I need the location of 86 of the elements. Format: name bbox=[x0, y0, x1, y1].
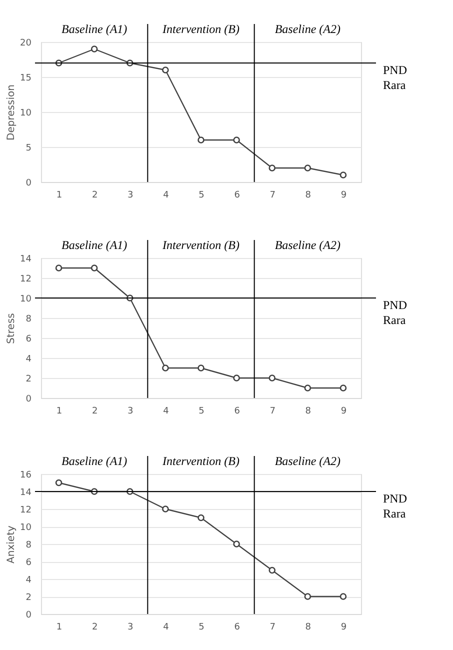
point bbox=[55, 479, 62, 486]
point bbox=[90, 264, 98, 272]
text: Baseline (A2) bbox=[274, 238, 340, 252]
x-tick-label: 7 bbox=[270, 406, 276, 416]
text: Baseline (A2) bbox=[274, 22, 340, 36]
x-tick-label: 3 bbox=[128, 622, 134, 632]
y-tick-label: 14 bbox=[20, 254, 32, 264]
x-tick-label: 4 bbox=[163, 406, 170, 416]
y-tick-label: 6 bbox=[26, 334, 32, 344]
x-tick-label: 9 bbox=[340, 190, 347, 200]
point bbox=[304, 164, 312, 172]
ref-line-label: PND Rara bbox=[383, 63, 408, 92]
y-tick-label: 6 bbox=[26, 558, 32, 568]
text: Baseline (A2) bbox=[274, 454, 340, 468]
y-axis-title: Anxiety bbox=[6, 525, 18, 564]
text: Baseline (A1) bbox=[62, 238, 128, 252]
x-tick-label: 8 bbox=[305, 190, 312, 200]
y-tick-label: 4 bbox=[26, 576, 32, 586]
point bbox=[233, 540, 240, 548]
point bbox=[162, 66, 169, 74]
y-tick-label: 2 bbox=[26, 593, 32, 603]
y-tick-label: 10 bbox=[20, 294, 32, 304]
y-axis-title: Depression bbox=[6, 84, 18, 140]
y-axis-title: Stress bbox=[6, 313, 18, 344]
x-tick-label: 5 bbox=[198, 622, 204, 632]
point bbox=[340, 384, 347, 392]
x-tick-label: 1 bbox=[56, 190, 62, 200]
y-tick-label: 14 bbox=[20, 488, 32, 498]
y-tick-label: 0 bbox=[26, 610, 32, 620]
point bbox=[304, 593, 312, 600]
point bbox=[268, 566, 276, 574]
point bbox=[340, 172, 347, 178]
ref-line-label: PND Rara bbox=[383, 298, 408, 327]
y-tick-label: 0 bbox=[26, 178, 32, 188]
x-tick-label: 5 bbox=[198, 406, 204, 416]
point bbox=[268, 164, 276, 172]
x-tick-label: 8 bbox=[305, 622, 312, 632]
y-tick-label: 8 bbox=[26, 314, 32, 324]
point bbox=[340, 593, 347, 600]
y-tick-label: 0 bbox=[26, 394, 32, 404]
x-tick-label: 3 bbox=[128, 406, 134, 416]
point bbox=[198, 514, 204, 522]
y-tick-label: 16 bbox=[20, 470, 32, 480]
x-tick-label: 9 bbox=[340, 406, 347, 416]
x-tick-label: 4 bbox=[163, 622, 170, 632]
point bbox=[268, 374, 276, 382]
x-tick-label: 7 bbox=[270, 190, 276, 200]
x-tick-label: 6 bbox=[234, 190, 240, 200]
point bbox=[55, 264, 62, 272]
x-tick-label: 2 bbox=[92, 622, 98, 632]
ref-line-label: PND Rara bbox=[383, 492, 408, 520]
x-tick-label: 5 bbox=[198, 190, 204, 200]
x-tick-label: 8 bbox=[305, 406, 312, 416]
x-tick-label: 7 bbox=[270, 622, 276, 632]
x-tick-label: 1 bbox=[56, 406, 62, 416]
text: Intervention (B) bbox=[162, 454, 240, 468]
text: Baseline (A1) bbox=[62, 22, 128, 36]
point bbox=[233, 136, 240, 144]
x-tick-label: 2 bbox=[92, 406, 98, 416]
x-tick-label: 4 bbox=[163, 190, 170, 200]
point bbox=[198, 364, 204, 372]
y-tick-label: 15 bbox=[20, 74, 32, 84]
y-tick-label: 8 bbox=[26, 540, 32, 550]
text: Baseline (A1) bbox=[62, 454, 128, 468]
y-tick-label: 10 bbox=[20, 108, 32, 118]
x-tick-label: 2 bbox=[92, 190, 98, 200]
point bbox=[162, 506, 169, 512]
point bbox=[304, 384, 312, 392]
point bbox=[90, 46, 98, 52]
x-tick-label: 6 bbox=[234, 622, 240, 632]
y-tick-label: 12 bbox=[20, 274, 32, 284]
x-tick-label: 6 bbox=[234, 406, 240, 416]
text: Intervention (B) bbox=[162, 22, 240, 36]
y-tick-label: 4 bbox=[26, 354, 32, 364]
y-tick-label: 20 bbox=[20, 38, 32, 48]
y-tick-label: 12 bbox=[20, 506, 32, 516]
point bbox=[198, 136, 204, 144]
x-tick-label: 1 bbox=[56, 622, 62, 632]
x-tick-label: 9 bbox=[340, 622, 347, 632]
point bbox=[162, 364, 169, 372]
x-tick-label: 3 bbox=[128, 190, 134, 200]
y-tick-label: 10 bbox=[20, 523, 32, 533]
point bbox=[233, 374, 240, 382]
text: Intervention (B) bbox=[162, 238, 240, 252]
y-tick-label: 5 bbox=[26, 144, 32, 154]
y-tick-label: 2 bbox=[26, 374, 32, 384]
